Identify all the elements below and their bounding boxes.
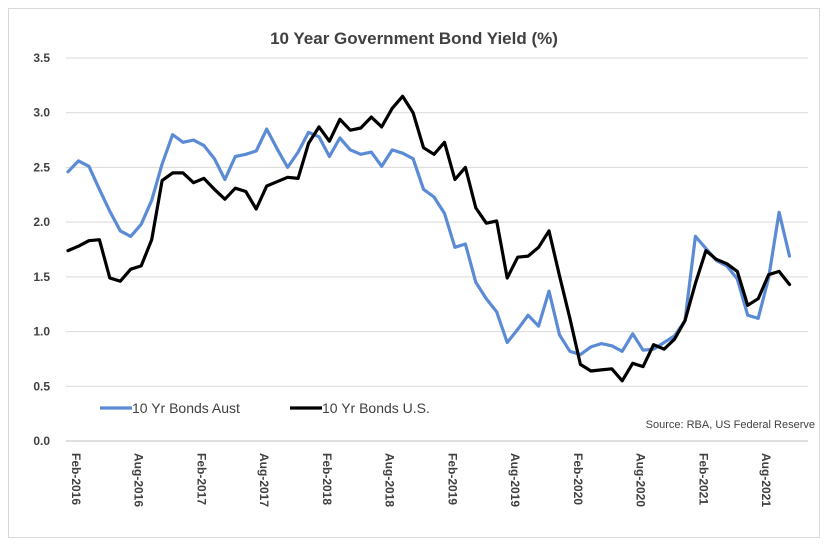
x-tick-label: Feb-2020: [571, 453, 585, 505]
y-tick-label: 2.0: [33, 215, 50, 229]
x-tick-label: Feb-2017: [194, 453, 208, 505]
gridlines: [66, 57, 808, 387]
y-tick-label: 3.0: [33, 106, 50, 120]
x-tick-label: Feb-2019: [445, 453, 459, 505]
y-tick-label: 0.5: [33, 379, 50, 393]
x-tick-label: Feb-2016: [69, 453, 83, 505]
x-tick-label: Feb-2021: [696, 453, 710, 505]
chart-frame: [8, 8, 820, 538]
x-tick-label: Aug-2021: [759, 453, 773, 507]
x-tick-label: Aug-2018: [383, 453, 397, 507]
y-tick-label: 2.5: [33, 160, 50, 174]
y-tick-label: 1.5: [33, 270, 50, 284]
legend: 10 Yr Bonds Aust 10 Yr Bonds U.S.: [100, 400, 430, 416]
x-tick-label: Aug-2019: [508, 453, 522, 507]
series-lines: [66, 94, 792, 383]
chart-title: 10 Year Government Bond Yield (%): [270, 29, 558, 48]
series-line-2: [66, 94, 792, 383]
y-tick-label: 1.0: [33, 325, 50, 339]
legend-label: 10 Yr Bonds Aust: [132, 400, 240, 416]
y-tick-label: 3.5: [33, 51, 50, 65]
x-tick-label: Feb-2018: [320, 453, 334, 505]
source-annotation: Source: RBA, US Federal Reserve: [646, 419, 815, 431]
axes: 0.0 0.5 1.0 1.5 2.0 2.5 3.0 3.5 Feb-2016 Aug-2016…: [33, 51, 808, 507]
y-tick-label: 0.0: [33, 434, 50, 448]
x-tick-label: Aug-2016: [132, 453, 146, 507]
x-tick-label: Aug-2020: [634, 453, 648, 507]
x-tick-label: Aug-2017: [257, 453, 271, 507]
series-line-1: [66, 127, 792, 357]
legend-label: 10 Yr Bonds U.S.: [322, 400, 430, 416]
